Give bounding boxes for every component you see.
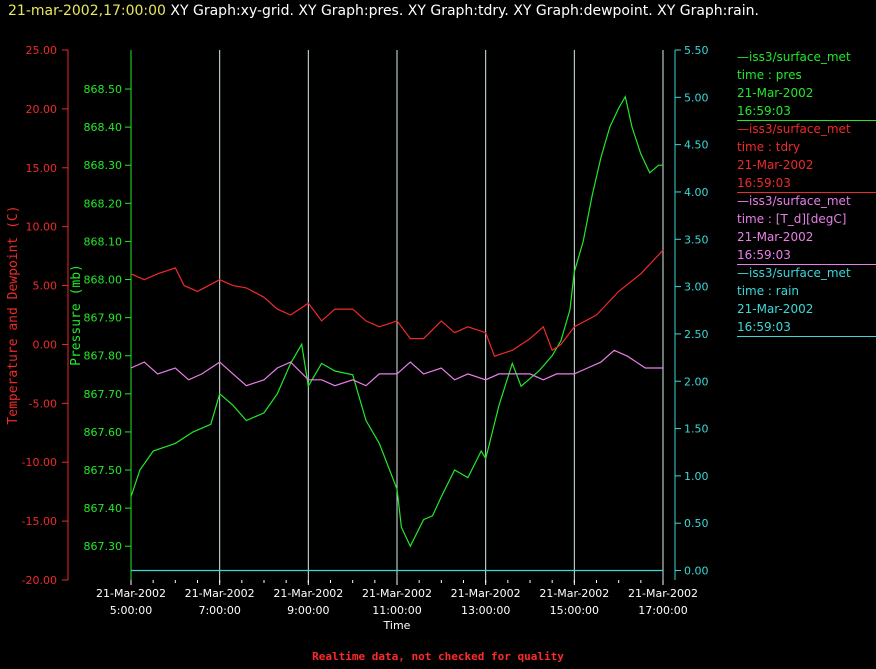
pres-tick-label: 867.90 [84,312,123,325]
legend-date: 21-Mar-2002 [737,86,814,100]
series-temp-line [130,249,664,357]
legend-date: 21-Mar-2002 [737,302,814,316]
legend-field: time : pres [737,68,802,82]
x-tick-label: 15:00:00 [550,604,599,617]
pres-tick-label: 867.70 [84,388,123,401]
x-tick-label: 21-Mar-2002 [539,587,609,600]
legend-series-name: —iss3/surface_met [737,194,851,208]
rain-tick-label: 4.00 [684,186,709,199]
series-pres-line [130,94,663,548]
x-tick-label: 5:00:00 [110,604,152,617]
rain-tick-label: 3.50 [684,233,709,246]
legend-series-name: —iss3/surface_met [737,50,851,64]
data-series [130,94,664,572]
axis-labels: 21-Mar-2002 5:00:00 21-Mar-2002 7:00:00 21-M… [6,44,709,632]
pres-tick-label: 867.30 [84,540,123,553]
temp-tick-label: -5.00 [29,397,57,410]
temp-tick-label: -10.00 [22,456,57,469]
rain-tick-label: 1.50 [684,423,709,436]
legend-series-name: —iss3/surface_met [737,266,851,280]
pres-tick-label: 868.30 [84,159,123,172]
legend-underline [737,264,876,265]
rain-tick-label: 5.50 [684,44,709,57]
rain-tick-label: 5.00 [684,91,709,104]
header-timestamp: 21-mar-2002,17:00:00 [8,3,166,19]
x-tick-label: 17:00:00 [638,604,687,617]
legend-time: 16:59:03 [737,320,791,334]
pres-tick-label: 868.50 [84,83,123,96]
pres-tick-label: 868.20 [84,197,123,210]
legend-field: time : [T_d][degC] [737,212,847,226]
series-temp-line [130,349,663,387]
temp-tick-label: 10.00 [26,221,58,234]
pres-tick-label: 867.50 [84,464,123,477]
x-tick-label: 21-Mar-2002 [185,587,255,600]
chart-header: 21-mar-2002,17:00:00 XY Graph:xy-grid. X… [8,3,759,19]
quality-note: Realtime data, not checked for quality [312,650,564,663]
temp-axis-label: Temperature and Dewpoint (C) [6,205,21,424]
pres-tick-label: 867.80 [84,350,123,363]
temp-tick-label: 5.00 [33,280,58,293]
temp-tick-label: 20.00 [26,103,58,116]
legend-field: time : tdry [737,140,801,154]
header-graph-list: XY Graph:xy-grid. XY Graph:pres. XY Grap… [170,3,759,19]
rain-tick-label: 4.50 [684,139,709,152]
x-tick-label: 13:00:00 [461,604,510,617]
x-tick-label: 21-Mar-2002 [451,587,521,600]
x-tick-label: 21-Mar-2002 [273,587,343,600]
legend-time: 16:59:03 [737,176,791,190]
temp-tick-label: 15.00 [26,162,58,175]
temp-tick-label: -15.00 [22,515,57,528]
legend-underline [737,120,876,121]
x-tick-label: 21-Mar-2002 [628,587,698,600]
legend-date: 21-Mar-2002 [737,230,814,244]
rain-tick-label: 2.50 [684,328,709,341]
x-tick-label: 9:00:00 [287,604,329,617]
temp-tick-label: -20.00 [22,574,57,587]
rain-tick-label: 0.50 [684,517,709,530]
chart-axes [62,49,681,585]
x-axis-label: Time [383,619,411,632]
legend-field: time : rain [737,284,800,298]
x-tick-label: 21-Mar-2002 [96,587,166,600]
x-tick-label: 11:00:00 [372,604,421,617]
pres-tick-label: 867.60 [84,426,123,439]
legend-date: 21-Mar-2002 [737,158,814,172]
pres-tick-label: 868.10 [84,235,123,248]
rain-tick-label: 0.00 [684,565,709,578]
pres-axis-label: Pressure (mb) [69,264,84,366]
rain-tick-label: 3.00 [684,281,709,294]
x-tick-label: 7:00:00 [198,604,240,617]
vertical-gridlines [130,50,664,580]
legend-time: 16:59:03 [737,104,791,118]
rain-tick-label: 2.00 [684,375,709,388]
legend-underline [737,336,876,337]
legend-time: 16:59:03 [737,248,791,262]
x-tick-label: 21-Mar-2002 [362,587,432,600]
rain-tick-label: 1.00 [684,470,709,483]
temp-tick-label: 0.00 [33,338,58,351]
pres-tick-label: 868.40 [84,121,123,134]
legend-series-name: —iss3/surface_met [737,122,851,136]
temp-tick-label: 25.00 [26,44,58,57]
pres-tick-label: 867.40 [84,502,123,515]
legend-underline [737,192,876,193]
pres-tick-label: 868.00 [84,274,123,287]
